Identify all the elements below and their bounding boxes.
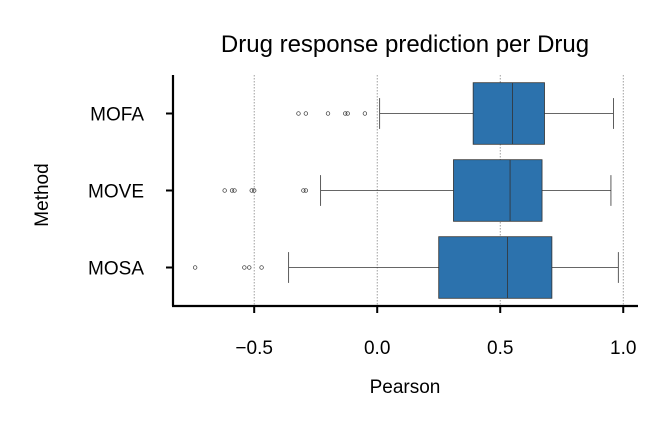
outlier-point	[301, 188, 306, 193]
box-iqr	[438, 236, 553, 299]
outlier-point	[303, 111, 309, 116]
box-group	[296, 82, 614, 145]
outlier-point	[252, 188, 257, 193]
y-ticks: MOFA MOVE MOSA	[88, 105, 173, 280]
x-tick-label: 0.0	[364, 338, 390, 359]
x-tick-label: 0.5	[487, 338, 513, 359]
outlier-point	[362, 111, 368, 116]
outlier-point	[345, 111, 350, 116]
outlier-point	[229, 188, 235, 193]
y-tick-label: MOSA	[88, 259, 144, 280]
y-axis-label: Method	[32, 163, 53, 226]
outlier-point	[325, 111, 331, 116]
chart-title: Drug response prediction per Drug	[221, 31, 589, 58]
outlier-point	[343, 111, 348, 116]
x-tick-label: −0.5	[235, 338, 273, 359]
outlier-point	[242, 265, 247, 270]
y-tick-label: MOFA	[90, 105, 144, 126]
outlier-point	[192, 265, 198, 270]
box-group	[192, 236, 619, 299]
outlier-point	[259, 265, 264, 270]
box-iqr	[453, 159, 543, 222]
x-tick-label: 1.0	[610, 338, 636, 359]
outlier-point	[249, 188, 254, 193]
outlier-point	[303, 188, 309, 193]
y-tick-label: MOVE	[88, 182, 144, 203]
outlier-point	[247, 265, 252, 270]
box-iqr	[472, 82, 545, 145]
boxplot-series	[192, 82, 619, 299]
outlier-point	[296, 111, 301, 116]
outlier-point	[232, 188, 237, 193]
x-axis-label: Pearson	[370, 377, 441, 398]
box-group	[222, 159, 612, 222]
x-ticks: −0.5 0.0 0.5 1.0	[235, 306, 636, 359]
outlier-point	[222, 188, 227, 193]
